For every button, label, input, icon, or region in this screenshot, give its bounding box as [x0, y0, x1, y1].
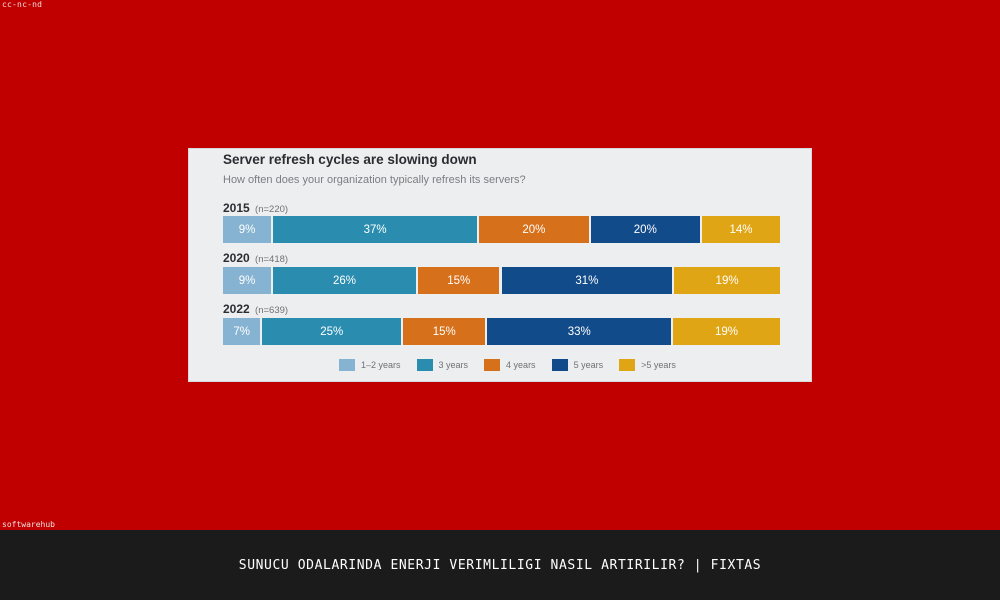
bar-value-label: 20% — [522, 223, 546, 236]
row-year: 2022 — [223, 302, 250, 316]
legend-label: 4 years — [506, 360, 536, 370]
bar-row-2015: 9% 37% 20% 20% 14% — [223, 216, 780, 243]
legend-item: 5 years — [551, 359, 604, 371]
bar-value-label: 19% — [715, 274, 739, 287]
bar-value-label: 9% — [238, 223, 256, 236]
row-sample-size: (n=639) — [255, 305, 289, 316]
legend-swatch — [339, 359, 355, 371]
bar-value-label: 26% — [333, 274, 357, 287]
chart-legend: 1–2 years 3 years 4 years 5 years >5 yea… — [339, 359, 676, 371]
legend-label: 1–2 years — [361, 360, 401, 370]
chart-subtitle: How often does your organization typical… — [223, 174, 526, 186]
bar-segment: 9% — [223, 267, 274, 294]
legend-swatch — [484, 359, 501, 371]
watermark-text: softwarehub — [2, 520, 55, 529]
row-sample-size: (n=220) — [255, 204, 289, 215]
legend-label: >5 years — [641, 360, 676, 370]
legend-swatch — [416, 359, 433, 371]
bar-segment: 19% — [673, 318, 780, 345]
footer-title: SUNUCU ODALARINDA ENERJI VERIMLILIGI NAS… — [238, 557, 762, 573]
row-sample-size: (n=418) — [255, 254, 289, 265]
legend-item: >5 years — [619, 359, 676, 371]
row-year: 2020 — [223, 251, 250, 265]
bar-segment: 9% — [223, 216, 274, 243]
legend-item: 1–2 years — [339, 359, 401, 371]
license-text: cc-nc-nd — [2, 0, 43, 9]
bar-value-label: 20% — [633, 223, 657, 236]
row-label-2022: 2022 (n=639) — [223, 302, 288, 316]
bar-segment: 31% — [501, 267, 675, 294]
bar-value-label: 15% — [432, 325, 456, 338]
row-label-2020: 2020 (n=418) — [223, 251, 288, 265]
bar-segment: 37% — [273, 216, 480, 243]
bar-segment: 15% — [403, 318, 488, 345]
bar-row-2020: 9% 26% 15% 31% 19% — [223, 267, 780, 294]
bar-segment: 33% — [487, 318, 674, 345]
bar-value-label: 33% — [567, 325, 591, 338]
row-year: 2015 — [223, 201, 250, 215]
legend-label: 3 years — [438, 360, 469, 370]
bar-row-2022: 7% 25% 15% 33% 19% — [223, 318, 780, 345]
bar-segment: 26% — [273, 267, 418, 294]
bar-segment: 15% — [417, 267, 502, 294]
legend-item: 3 years — [416, 359, 469, 371]
legend-item: 4 years — [484, 359, 536, 371]
footer-bar: SUNUCU ODALARINDA ENERJI VERIMLILIGI NAS… — [0, 530, 1000, 600]
bar-segment: 14% — [702, 216, 780, 243]
bar-value-label: 25% — [320, 325, 344, 338]
legend-label: 5 years — [573, 360, 604, 370]
bar-value-label: 14% — [729, 223, 753, 236]
chart-card: Server refresh cycles are slowing down H… — [188, 148, 812, 382]
bar-segment: 7% — [223, 318, 263, 345]
bar-value-label: 31% — [575, 274, 599, 287]
legend-swatch — [619, 359, 636, 371]
bar-segment: 25% — [262, 318, 404, 345]
bar-segment: 20% — [590, 216, 702, 243]
bar-segment: 20% — [479, 216, 591, 243]
bar-value-label: 37% — [363, 223, 387, 236]
bar-value-label: 9% — [238, 274, 256, 287]
bar-segment: 19% — [674, 267, 780, 294]
bar-value-label: 7% — [233, 325, 250, 338]
bar-value-label: 15% — [447, 274, 471, 287]
row-label-2015: 2015 (n=220) — [223, 201, 288, 215]
bar-value-label: 19% — [715, 325, 739, 338]
chart-title: Server refresh cycles are slowing down — [223, 152, 477, 167]
legend-swatch — [551, 359, 568, 371]
